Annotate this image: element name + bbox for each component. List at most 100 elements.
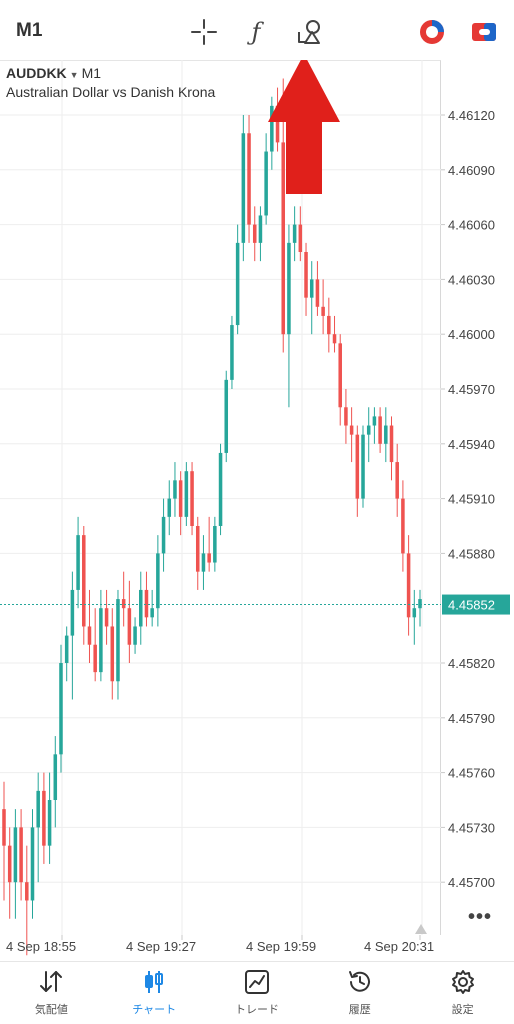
candle-body <box>418 599 422 609</box>
one-click-trading-icon[interactable] <box>416 16 448 48</box>
candle-body <box>241 133 246 243</box>
price-axis-label: 4.45820 <box>448 656 495 671</box>
account-icon[interactable] <box>468 16 500 48</box>
price-axis-label: 4.45910 <box>448 492 495 507</box>
nav-settings[interactable]: 設定 <box>411 962 514 1024</box>
candle-body <box>184 471 189 517</box>
nav-chart-label: チャート <box>132 1004 177 1016</box>
crosshair-icon[interactable] <box>188 16 220 48</box>
timeframe-selector[interactable]: M1 <box>16 20 43 41</box>
symbol-name: AUDDKK <box>6 65 67 81</box>
candle-body <box>361 434 365 499</box>
price-axis-label: 4.45760 <box>448 766 495 781</box>
candle-body <box>224 379 229 453</box>
candle-body <box>309 279 314 298</box>
candle-body <box>275 105 280 143</box>
candle-body <box>139 589 143 627</box>
candle-body <box>144 589 149 618</box>
candle-body <box>2 809 6 846</box>
candle-body <box>378 416 382 444</box>
price-axis-label: 4.45790 <box>448 711 495 726</box>
candle-body <box>327 315 331 335</box>
candle-body <box>384 425 388 444</box>
bottom-navigation: 気配値 チャート トレード 履歴 設定 <box>0 961 514 1024</box>
candle-body <box>173 480 177 499</box>
candle-body <box>247 133 251 225</box>
candle-body <box>47 800 52 846</box>
candle-body <box>218 452 223 526</box>
candle-body <box>270 105 274 152</box>
candle-body <box>42 790 46 846</box>
candle-body <box>281 142 285 335</box>
chart-icon <box>140 968 168 996</box>
time-axis-label: 4 Sep 18:55 <box>6 939 76 954</box>
current-price-label: 4.45852 <box>448 598 495 613</box>
function-icon[interactable]: ƒ <box>251 18 261 46</box>
candle-body <box>156 553 160 609</box>
candle-body <box>76 535 80 590</box>
candle-body <box>389 425 394 463</box>
candle-body <box>104 608 109 627</box>
candle-body <box>127 608 132 645</box>
candle-body <box>349 425 354 435</box>
candle-body <box>190 471 194 526</box>
nav-quotes-label: 気配値 <box>34 1004 68 1016</box>
settings-icon <box>449 968 477 996</box>
scroll-end-marker-icon <box>415 924 427 934</box>
candle-body <box>150 608 154 618</box>
price-axis-label: 4.45940 <box>448 437 495 452</box>
candle-body <box>53 754 58 800</box>
nav-chart[interactable]: チャート <box>103 962 206 1024</box>
price-axis-label: 4.46120 <box>448 108 495 123</box>
price-axis-label: 4.46000 <box>448 327 495 342</box>
candle-body <box>213 526 217 563</box>
candle-body <box>110 626 115 682</box>
nav-quotes[interactable]: 気配値 <box>0 962 103 1024</box>
candle-body <box>25 882 29 901</box>
candle-body <box>116 599 120 682</box>
objects-icon[interactable] <box>294 16 326 48</box>
time-axis-label: 4 Sep 19:59 <box>246 939 316 954</box>
candle-body <box>304 252 308 298</box>
candle-body <box>195 526 200 572</box>
candle-body <box>412 608 417 618</box>
candle-body <box>264 151 268 216</box>
candle-body <box>292 224 297 243</box>
nav-trade-label: トレード <box>234 1004 279 1016</box>
candle-body <box>201 553 206 572</box>
quotes-icon <box>37 968 65 996</box>
candle-body <box>121 599 126 609</box>
symbol-label[interactable]: AUDDKK ▼ M1 <box>6 65 101 81</box>
candle-body <box>230 325 234 380</box>
price-axis-label: 4.45730 <box>448 820 495 835</box>
candle-body <box>36 790 40 828</box>
price-axis-label: 4.46030 <box>448 272 495 287</box>
time-axis-label: 4 Sep 20:31 <box>364 939 434 954</box>
candle-body <box>19 827 23 883</box>
candle-body <box>332 334 337 344</box>
trade-icon <box>243 968 271 996</box>
candle-body <box>64 635 69 663</box>
symbol-timeframe: M1 <box>81 65 102 81</box>
more-options-icon[interactable]: ••• <box>468 906 493 928</box>
time-axis-label: 4 Sep 19:27 <box>126 939 196 954</box>
price-axis-label: 4.45700 <box>448 875 495 890</box>
nav-trade[interactable]: トレード <box>206 962 309 1024</box>
price-axis-label: 4.46060 <box>448 218 495 233</box>
candle-body <box>321 306 325 316</box>
current-price-badge <box>442 594 510 615</box>
price-axis-label: 4.46090 <box>448 163 495 178</box>
candle-body <box>133 626 137 645</box>
price-chart[interactable]: 4.46120 4.46090 4.46060 4.46030 4.46000 4.459… <box>0 60 514 960</box>
candle-body <box>395 462 399 499</box>
candle-body <box>252 224 257 243</box>
candle-body <box>315 279 320 307</box>
candle-body <box>258 215 263 243</box>
nav-history[interactable]: 履歴 <box>308 962 411 1024</box>
candle-body <box>161 516 166 554</box>
candle-body <box>30 827 35 901</box>
symbol-description: Australian Dollar vs Danish Krona <box>6 84 216 100</box>
candle-body <box>235 242 240 326</box>
chart-area[interactable]: 4.46120 4.46090 4.46060 4.46030 4.46000 4.459… <box>0 60 514 960</box>
candle-body <box>59 663 63 755</box>
